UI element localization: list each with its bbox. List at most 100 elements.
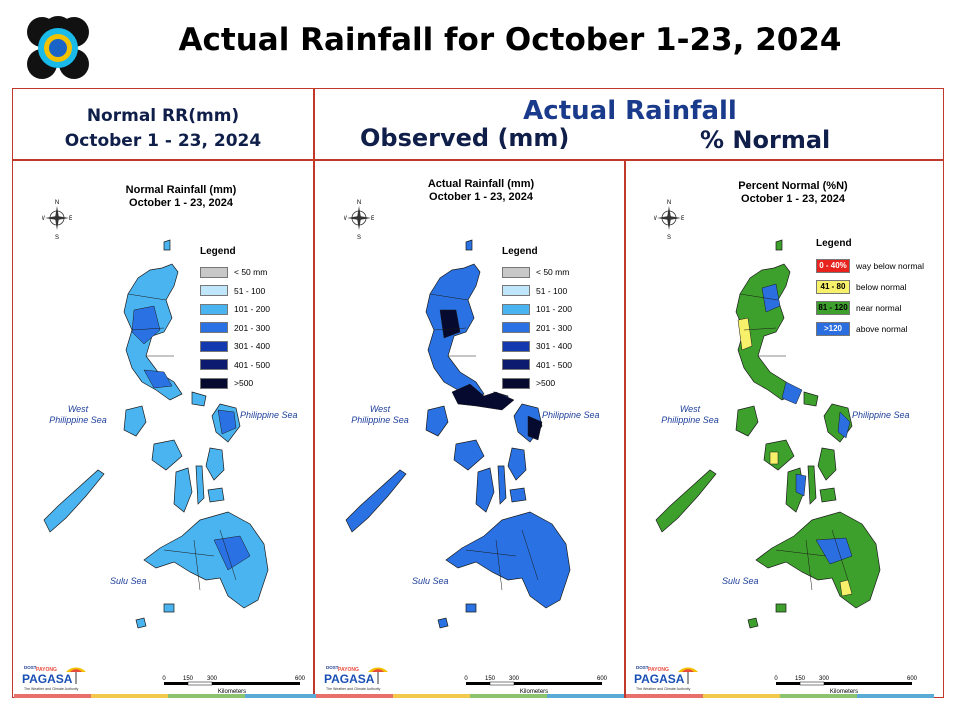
sea-label-philippine: Philippine Sea	[240, 410, 298, 420]
slide-title: Actual Rainfall for October 1-23, 2024	[178, 22, 842, 58]
island-minor2	[803, 391, 819, 407]
rainfall-zone-high	[795, 473, 807, 497]
footer-color-bar	[245, 694, 322, 698]
compass-label-w: W	[42, 216, 45, 222]
province-boundary	[465, 549, 517, 557]
legend-item: 101 - 200	[502, 300, 572, 319]
legend-item: 81 - 120 near normal	[816, 297, 924, 318]
legend-swatch	[200, 322, 228, 334]
map-svg	[43, 239, 269, 629]
scale-tick-label: 0	[162, 676, 166, 682]
legend-swatch	[502, 359, 530, 371]
footer-color-bar	[316, 694, 393, 698]
normal-header: Normal RR(mm) October 1 - 23, 2024	[14, 104, 312, 154]
legend-label: 101 - 200	[536, 304, 572, 315]
legend-label: >500	[234, 378, 254, 389]
map-title-line1: Actual Rainfall (mm)	[427, 178, 535, 190]
legend-item: 0 - 40% way below normal	[816, 255, 924, 276]
province-boundary	[193, 539, 201, 591]
island-mindanao	[755, 511, 881, 609]
legend-title: Legend	[502, 246, 538, 257]
sea-label-west-line1: West	[369, 404, 391, 414]
island-bohol	[207, 487, 225, 503]
rainfall-zone-high	[781, 381, 803, 405]
sea-label-west-philippine: West Philippine Sea	[38, 404, 118, 426]
rainfall-zone-high	[439, 309, 461, 339]
sea-label-west-philippine: West Philippine Sea	[650, 404, 730, 426]
legend-swatch: >120	[816, 321, 850, 336]
rainfall-zone-high	[131, 305, 161, 345]
province-boundary	[131, 327, 165, 331]
legend-item: < 50 mm	[200, 263, 270, 282]
island-palawan	[655, 469, 717, 533]
footer-color-bar	[168, 694, 245, 698]
brand-tagline: The Weather and Climate Authority	[636, 687, 691, 691]
scale-tick-label: 150	[795, 676, 806, 682]
map-legend: Legend < 50 mm 51 - 100 101 - 200 201 - 300 3…	[502, 246, 572, 393]
map-title-line2: October 1 - 23, 2024	[741, 193, 845, 205]
scale-tick-label: 600	[597, 676, 608, 682]
pagasa-seal-logo	[24, 14, 92, 82]
map-scale-bar: 0 150 300 600 Kilometers	[772, 672, 922, 696]
sea-label-west-philippine: West Philippine Sea	[340, 404, 420, 426]
compass-label-e: E	[681, 216, 684, 222]
scale-tick-label: 600	[295, 676, 306, 682]
province-boundary	[127, 293, 167, 301]
island-minor2	[191, 391, 207, 407]
scale-tick-label: 150	[183, 676, 194, 682]
sea-label-philippine: Philippine Sea	[852, 410, 910, 420]
divider-vertical-1	[313, 88, 315, 698]
legend-swatch: 0 - 40%	[816, 258, 850, 273]
island-leyte	[507, 447, 527, 481]
map-svg	[655, 239, 881, 629]
scale-unit-label: Kilometers	[520, 689, 548, 695]
brand-tagline: The Weather and Climate Authority	[326, 687, 381, 691]
brand-payong: PAYONG	[648, 667, 669, 673]
compass-label-s: S	[55, 235, 59, 240]
brand-name: PAGASA	[22, 672, 73, 686]
observed-header: Observed (mm)	[360, 124, 570, 152]
brand-payong: PAYONG	[36, 667, 57, 673]
north-arrow-compass-icon: N S E W	[344, 196, 374, 240]
pagasa-brand-logo: DOST PAYONG PAGASA The Weather and Climate …	[320, 660, 390, 694]
map-title: Normal Rainfall (mm) October 1 - 23, 2024	[106, 184, 256, 210]
normal-header-line2: October 1 - 23, 2024	[64, 131, 262, 151]
scale-tick-label: 300	[207, 676, 218, 682]
footer-color-bar	[91, 694, 168, 698]
island-negros	[475, 467, 495, 513]
map-title: Actual Rainfall (mm) October 1 - 23, 2024	[406, 178, 556, 204]
legend-swatch	[200, 377, 228, 389]
map-legend: Legend < 50 mm 51 - 100 101 - 200 201 - 300 3…	[200, 246, 270, 393]
footer-color-bar	[14, 694, 91, 698]
island-bohol	[819, 487, 837, 503]
island-palawan	[345, 469, 407, 533]
province-boundary	[739, 293, 779, 301]
percent-normal-map-panel: Percent Normal (%N) October 1 - 23, 2024 L…	[626, 160, 934, 698]
island-negros	[173, 467, 193, 513]
province-boundary	[521, 529, 539, 581]
province-boundary	[495, 539, 503, 591]
province-boundary	[831, 529, 849, 581]
legend-swatch	[502, 303, 530, 315]
legend-label: < 50 mm	[536, 267, 570, 278]
legend-item: 401 - 500	[502, 356, 572, 375]
legend-item: >500	[200, 374, 270, 393]
map-title: Percent Normal (%N) October 1 - 23, 2024	[718, 180, 868, 206]
rainfall-zone-low	[769, 451, 779, 465]
philippines-map	[655, 239, 881, 629]
pagasa-brand-logo: DOST PAYONG PAGASA The Weather and Climate …	[630, 660, 700, 694]
island-minor3	[163, 603, 175, 613]
map-legend: Legend 0 - 40% way below normal 41 - 80 belo…	[816, 238, 924, 339]
island-palawan	[43, 469, 105, 533]
philippines-map	[43, 239, 269, 629]
normal-header-line1: Normal RR(mm)	[86, 106, 240, 126]
footer-color-bar	[703, 694, 780, 698]
legend-swatch	[200, 340, 228, 352]
legend-title: Legend	[816, 238, 852, 249]
island-cebu	[807, 465, 817, 505]
rainfall-zone-high	[527, 415, 543, 441]
legend-label: 51 - 100	[234, 285, 266, 296]
compass-label-n: N	[357, 200, 361, 206]
rainfall-zone-low	[737, 317, 753, 351]
sea-label-west-line2: Philippine Sea	[351, 415, 409, 425]
